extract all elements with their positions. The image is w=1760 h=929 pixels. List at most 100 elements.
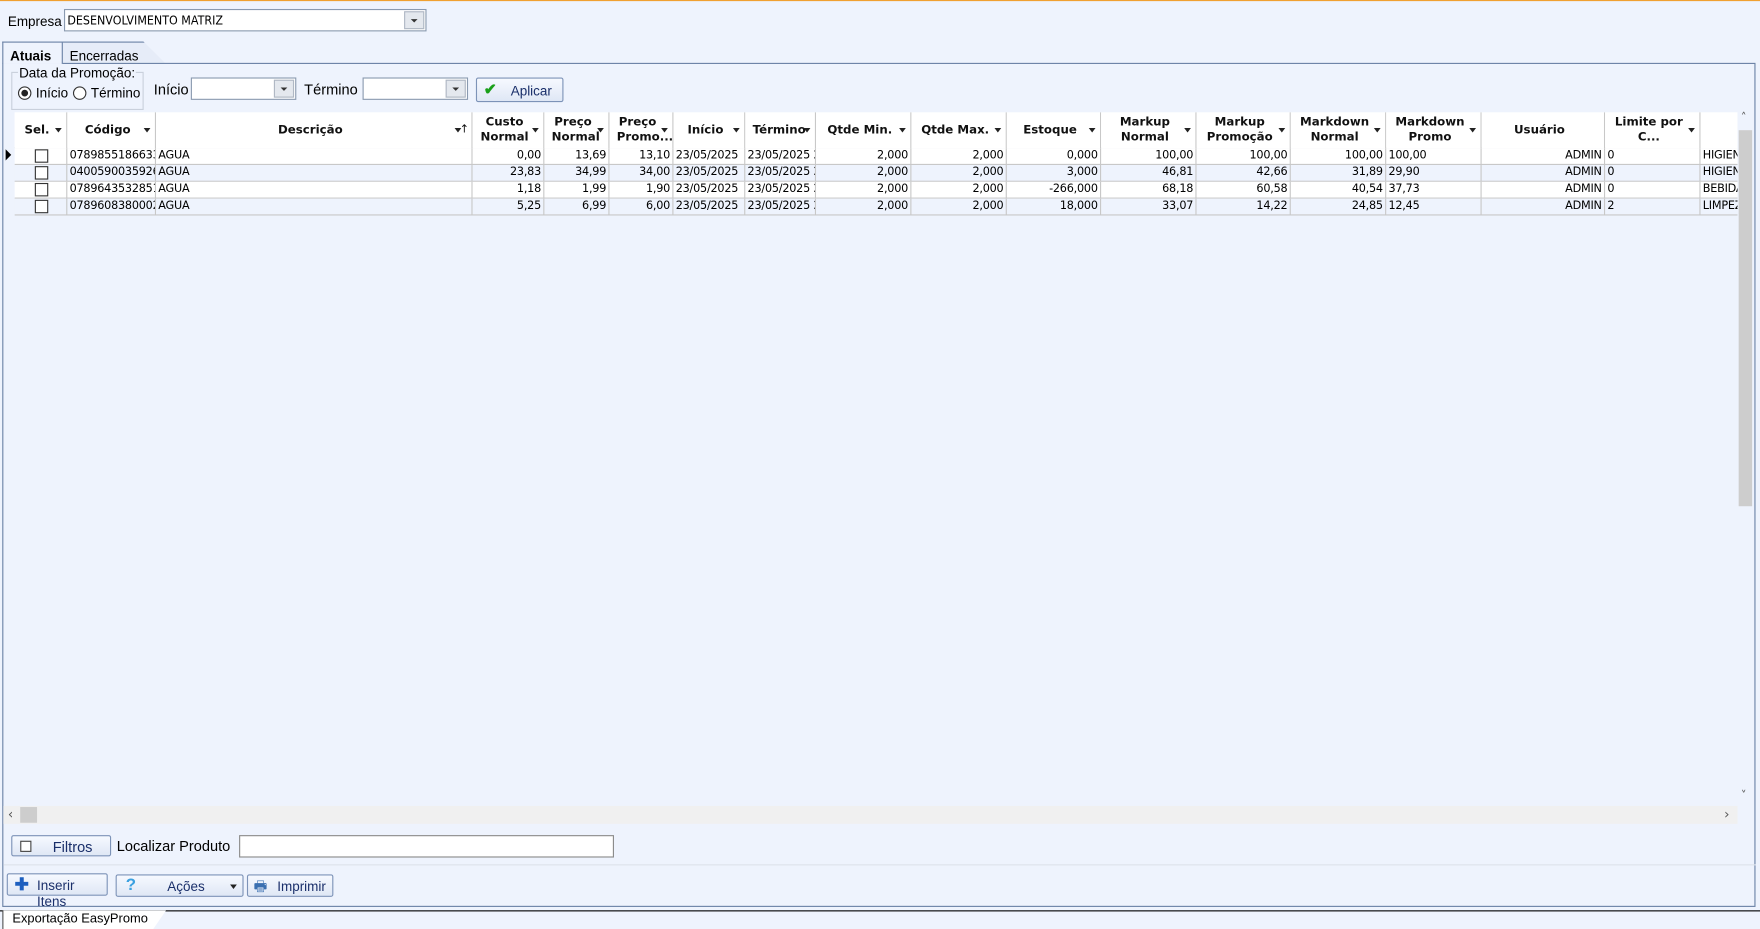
filter-dropdown-icon[interactable]: [1688, 127, 1695, 133]
cell-markdown-promo: 29,90: [1386, 165, 1482, 182]
filter-dropdown-icon[interactable]: [532, 127, 539, 133]
column-header-label: Markup Promoção: [1206, 115, 1273, 144]
table-row[interactable]: 07896083800025AGUA5,256,996,0023/05/2025…: [14, 198, 1738, 216]
filter-dropdown-icon[interactable]: [732, 127, 740, 133]
column-header-categoria[interactable]: [1700, 112, 1738, 149]
filter-dropdown-icon[interactable]: [899, 127, 906, 133]
column-header-limite[interactable]: Limite por C...: [1605, 112, 1701, 149]
filter-dropdown-icon[interactable]: [1469, 127, 1477, 133]
cell-preco-normal: 13,69: [544, 148, 610, 166]
filter-dropdown-icon[interactable]: [1278, 127, 1286, 133]
cell-preco-promo: 1,90: [609, 181, 674, 199]
cell-custo-normal: 0,00: [473, 148, 545, 166]
column-header-sel[interactable]: Sel.: [14, 112, 68, 149]
cell-sel: [15, 165, 68, 182]
filter-dropdown-icon[interactable]: [597, 127, 604, 133]
cell-sel: [15, 148, 68, 166]
scroll-left-icon[interactable]: ‹: [7, 805, 14, 822]
column-header-qtde-max[interactable]: Qtde Max.: [911, 112, 1007, 149]
filter-dropdown-icon[interactable]: [55, 127, 62, 133]
cell-markup-promocao: 60,58: [1197, 181, 1291, 199]
filter-dropdown-icon[interactable]: [454, 127, 462, 133]
column-header-qtde-min[interactable]: Qtde Min.: [816, 112, 912, 149]
column-header-descricao[interactable]: Descrição ↑: [156, 112, 473, 149]
cell-markup-normal: 33,07: [1101, 198, 1197, 216]
acoes-dropdown-button[interactable]: ? Ações: [115, 874, 244, 897]
column-header-markup-promocao[interactable]: Markup Promoção: [1196, 112, 1291, 149]
column-header-codigo[interactable]: Código: [67, 112, 157, 149]
column-header-custo-normal[interactable]: Custo Normal: [472, 112, 545, 149]
filter-dropdown-icon[interactable]: [661, 127, 668, 133]
chevron-down-icon[interactable]: [445, 79, 466, 98]
cell-preco-promo: 13,10: [609, 148, 674, 166]
column-header-usuario[interactable]: Usuário: [1481, 112, 1606, 149]
scroll-right-icon[interactable]: ›: [1724, 805, 1730, 822]
check-icon: ✔: [483, 79, 497, 98]
filtros-button[interactable]: Filtros: [11, 835, 112, 857]
scroll-down-icon[interactable]: ˅: [1740, 790, 1747, 803]
cell-qtde-min: 2,000: [816, 148, 912, 166]
horizontal-scroll-thumb[interactable]: [20, 807, 38, 823]
cell-usuario: ADMIN: [1482, 181, 1606, 199]
column-header-preco-promo[interactable]: Preço Promo...: [609, 112, 674, 149]
localizar-produto-input[interactable]: [239, 835, 614, 858]
cell-custo-normal: 1,18: [473, 181, 545, 199]
filter-dropdown-icon[interactable]: [803, 127, 811, 133]
column-header-markdown-promo[interactable]: Markdown Promo: [1386, 112, 1482, 149]
cell-estoque: 0,000: [1007, 148, 1102, 166]
column-header-label: Custo Normal: [480, 115, 529, 144]
imprimir-button[interactable]: 🖶 Imprimir: [246, 874, 334, 897]
cell-estoque: -266,000: [1007, 181, 1102, 199]
chevron-down-icon[interactable]: [404, 11, 425, 30]
filter-dropdown-icon[interactable]: [1373, 127, 1381, 133]
filter-dropdown-icon[interactable]: [1184, 127, 1191, 133]
cell-preco-promo: 34,00: [609, 165, 674, 182]
cell-estoque: 18,000: [1007, 198, 1102, 216]
column-header-markdown-normal[interactable]: Markdown Normal: [1290, 112, 1387, 149]
inserir-itens-button[interactable]: ✚ Inserir Itens: [6, 873, 108, 909]
table-row[interactable]: 07896435328511AGUA1,181,991,9023/05/2025…: [14, 181, 1738, 199]
cell-custo-normal: 23,83: [473, 165, 545, 182]
promotions-grid: Sel. Código Descrição ↑ Custo Normal Preço No…: [14, 112, 1738, 806]
cell-markup-normal: 46,81: [1101, 165, 1197, 182]
table-row[interactable]: 07898551866335AGUA0,0013,6913,1023/05/20…: [14, 148, 1738, 166]
filter-dropdown-icon[interactable]: [143, 127, 151, 133]
filter-dropdown-icon[interactable]: [994, 127, 1002, 133]
tab-encerradas[interactable]: Encerradas: [62, 41, 167, 64]
column-header-preco-normal[interactable]: Preço Normal: [544, 112, 610, 149]
chevron-down-icon[interactable]: [273, 79, 295, 98]
select-checkbox[interactable]: [34, 182, 49, 197]
filter-dropdown-icon[interactable]: [1088, 127, 1096, 133]
select-checkbox[interactable]: [34, 166, 49, 180]
column-header-termino[interactable]: Término: [745, 112, 817, 149]
cell-qtde-min: 2,000: [816, 181, 912, 199]
radio-inicio[interactable]: [17, 86, 32, 100]
cell-categoria: BEBIDA: [1701, 182, 1738, 199]
vertical-scroll-thumb[interactable]: [1738, 130, 1753, 507]
inicio-date-picker[interactable]: [190, 77, 297, 100]
termino-date-picker[interactable]: [362, 77, 469, 100]
scroll-up-icon[interactable]: ˄: [1740, 112, 1747, 125]
cell-usuario: ADMIN: [1482, 198, 1606, 216]
tab-exportacao-easypromo[interactable]: Exportação EasyPromo: [2, 910, 167, 929]
radio-inicio-label: Início: [35, 85, 69, 102]
inicio-label: Início: [153, 80, 189, 98]
aplicar-button[interactable]: ✔ Aplicar: [475, 77, 564, 103]
sort-ascending-icon[interactable]: ↑: [459, 123, 470, 136]
radio-termino[interactable]: [72, 86, 87, 100]
cell-markup-promocao: 14,22: [1197, 198, 1291, 216]
chevron-down-icon: [230, 884, 237, 889]
cell-qtde-max: 2,000: [911, 165, 1007, 182]
select-checkbox[interactable]: [34, 149, 49, 163]
column-header-estoque[interactable]: Estoque: [1006, 112, 1102, 149]
horizontal-scrollbar[interactable]: ‹ ›: [3, 805, 1738, 824]
column-header-markup-normal[interactable]: Markup Normal: [1101, 112, 1197, 149]
table-row[interactable]: 04005900359261AGUA23,8334,9934,0023/05/2…: [14, 165, 1738, 182]
empresa-select[interactable]: DESENVOLVIMENTO MATRIZ: [63, 8, 427, 32]
select-checkbox[interactable]: [34, 199, 49, 214]
vertical-scrollbar[interactable]: ˄ ˅: [1737, 112, 1754, 806]
tab-atuais[interactable]: Atuais: [2, 41, 63, 64]
column-header-inicio[interactable]: Início: [673, 112, 746, 149]
cell-sel: [15, 181, 68, 199]
cell-markdown-normal: 100,00: [1291, 148, 1387, 166]
